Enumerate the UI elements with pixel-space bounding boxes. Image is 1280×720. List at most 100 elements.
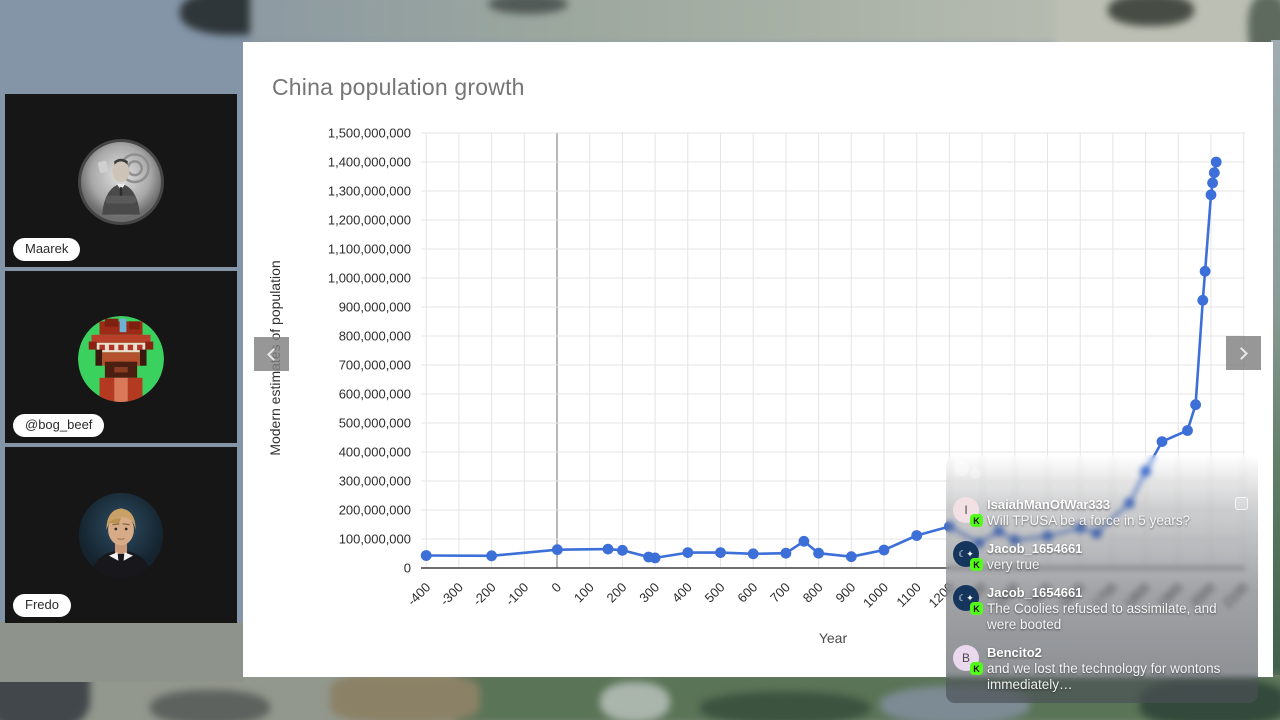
chat-message-text: The Coolies refused to assimilate, and w… — [987, 601, 1217, 632]
data-point — [798, 535, 810, 547]
chat-message-body: Jacob_1654661 The Coolies refused to assi… — [987, 585, 1246, 633]
avatar-glyph: B — [961, 651, 970, 665]
video-tile-maarek[interactable]: Maarek — [5, 94, 237, 267]
chat-message-text: very true — [987, 557, 1040, 572]
y-axis-tick-label: 600,000,000 — [339, 387, 411, 402]
x-axis-tick-label: 100 — [571, 580, 597, 606]
paint-blob — [180, 0, 290, 35]
chat-message-text: and we lost the technology for wontons i… — [987, 661, 1221, 692]
fredo-avatar — [78, 492, 164, 578]
x-axis-tick-label: -200 — [470, 580, 499, 609]
data-point — [551, 544, 563, 556]
kick-badge-icon: K — [970, 662, 983, 675]
x-axis-tick-label: -100 — [502, 580, 531, 609]
x-axis-tick-label: -400 — [404, 580, 433, 609]
x-axis-tick-label: 500 — [702, 580, 728, 606]
kick-badge-icon: K — [970, 558, 983, 571]
data-point — [602, 543, 614, 555]
x-axis-tick-label: 200 — [604, 580, 630, 606]
data-point — [1190, 399, 1201, 411]
chat-message: I K IsaiahManOfWar333 Will TPUSA be a force… — [953, 497, 1246, 529]
chat-user-avatar[interactable]: ☾✦ K — [953, 541, 983, 571]
chat-username[interactable]: IsaiahManOfWar333 — [987, 497, 1111, 512]
carousel-next-button[interactable] — [1226, 336, 1261, 370]
paint-blob — [488, 0, 568, 14]
y-axis-tick-label: 900,000,000 — [339, 300, 411, 315]
data-point — [1205, 189, 1217, 201]
y-axis-tick-label: 1,100,000,000 — [328, 242, 411, 257]
data-point — [1156, 436, 1168, 447]
paint-blob — [0, 650, 90, 720]
chat-message-body: Bencito2 and we lost the technology for w… — [987, 645, 1246, 693]
bog-beef-avatar — [78, 316, 164, 402]
chart-title: China population growth — [272, 74, 525, 100]
data-point — [420, 550, 432, 561]
chevron-right-icon — [1235, 346, 1248, 360]
data-point — [649, 552, 661, 564]
paint-blob — [1108, 0, 1194, 26]
chat-overlay: I K IsaiahManOfWar333 Will TPUSA be a force… — [946, 455, 1258, 703]
chat-message: ☾✦ K Jacob_1654661 very true — [953, 541, 1246, 573]
participant-name-pill: Maarek — [13, 238, 81, 261]
chat-username[interactable]: Bencito2 — [987, 645, 1042, 660]
avatar-glyph: I — [964, 503, 968, 517]
paint-blob — [150, 690, 270, 720]
data-point — [617, 544, 628, 556]
x-axis-title: Year — [819, 630, 848, 646]
y-axis-tick-label: 1,200,000,000 — [328, 213, 411, 228]
paint-blob — [330, 674, 480, 720]
y-axis-tick-label: 300,000,000 — [339, 474, 411, 489]
avatar-glyph: ☾✦ — [958, 548, 974, 559]
avatar-glyph: ☾✦ — [958, 592, 974, 603]
x-axis-tick-label: 400 — [669, 580, 695, 606]
x-axis-tick-label: 0 — [548, 580, 564, 596]
data-point — [845, 551, 857, 563]
kick-badge-icon: K — [970, 602, 983, 615]
y-axis-tick-label: 1,300,000,000 — [328, 184, 411, 199]
x-axis-tick-label: 600 — [734, 580, 760, 606]
chat-message: ☾✦ K Jacob_1654661 The Coolies refused to a… — [953, 585, 1246, 633]
x-axis-tick-label: -300 — [437, 580, 466, 609]
data-point — [682, 547, 694, 558]
reaction-bubble — [970, 468, 981, 479]
participant-name-pill: Fredo — [13, 594, 71, 617]
y-axis-tick-label: 1,000,000,000 — [328, 271, 411, 286]
x-axis-tick-label: 1000 — [860, 580, 891, 611]
paint-blob — [0, 622, 243, 682]
data-point — [1197, 294, 1209, 306]
data-point — [911, 530, 923, 541]
chat-message: B K Bencito2 and we lost the technology for… — [953, 645, 1246, 693]
video-tile-fredo[interactable]: Fredo — [5, 447, 237, 623]
paint-blob — [250, 0, 1080, 44]
y-axis-tick-label: 400,000,000 — [339, 445, 411, 460]
data-point — [747, 548, 759, 560]
chat-user-avatar[interactable]: ☾✦ K — [953, 585, 983, 615]
data-point — [486, 550, 497, 562]
data-point — [780, 547, 792, 559]
data-point — [1199, 265, 1211, 277]
x-axis-tick-label: 300 — [636, 580, 662, 606]
data-point — [715, 547, 726, 558]
maarek-avatar — [78, 139, 164, 225]
chat-popout-icon[interactable] — [1235, 497, 1248, 510]
y-axis-tick-label: 1,500,000,000 — [328, 126, 411, 141]
data-point — [1182, 425, 1193, 436]
data-point — [1208, 167, 1220, 179]
x-axis-tick-label: 700 — [767, 580, 793, 606]
chat-message-body: Jacob_1654661 very true — [987, 541, 1082, 573]
data-point — [813, 547, 824, 559]
video-tile-bog-beef[interactable]: @bog_beef — [5, 271, 237, 443]
chat-message-list: I K IsaiahManOfWar333 Will TPUSA be a force… — [953, 497, 1246, 705]
chat-message-body: IsaiahManOfWar333 Will TPUSA be a force i… — [987, 497, 1190, 529]
kick-badge-icon: K — [970, 514, 983, 527]
y-axis-tick-label: 800,000,000 — [339, 329, 411, 344]
paint-blob — [700, 692, 870, 720]
chevron-left-icon — [267, 347, 280, 361]
chat-username[interactable]: Jacob_1654661 — [987, 541, 1083, 556]
carousel-prev-button[interactable] — [254, 337, 289, 371]
x-axis-tick-label: 1100 — [893, 580, 923, 610]
chat-username[interactable]: Jacob_1654661 — [987, 585, 1083, 600]
